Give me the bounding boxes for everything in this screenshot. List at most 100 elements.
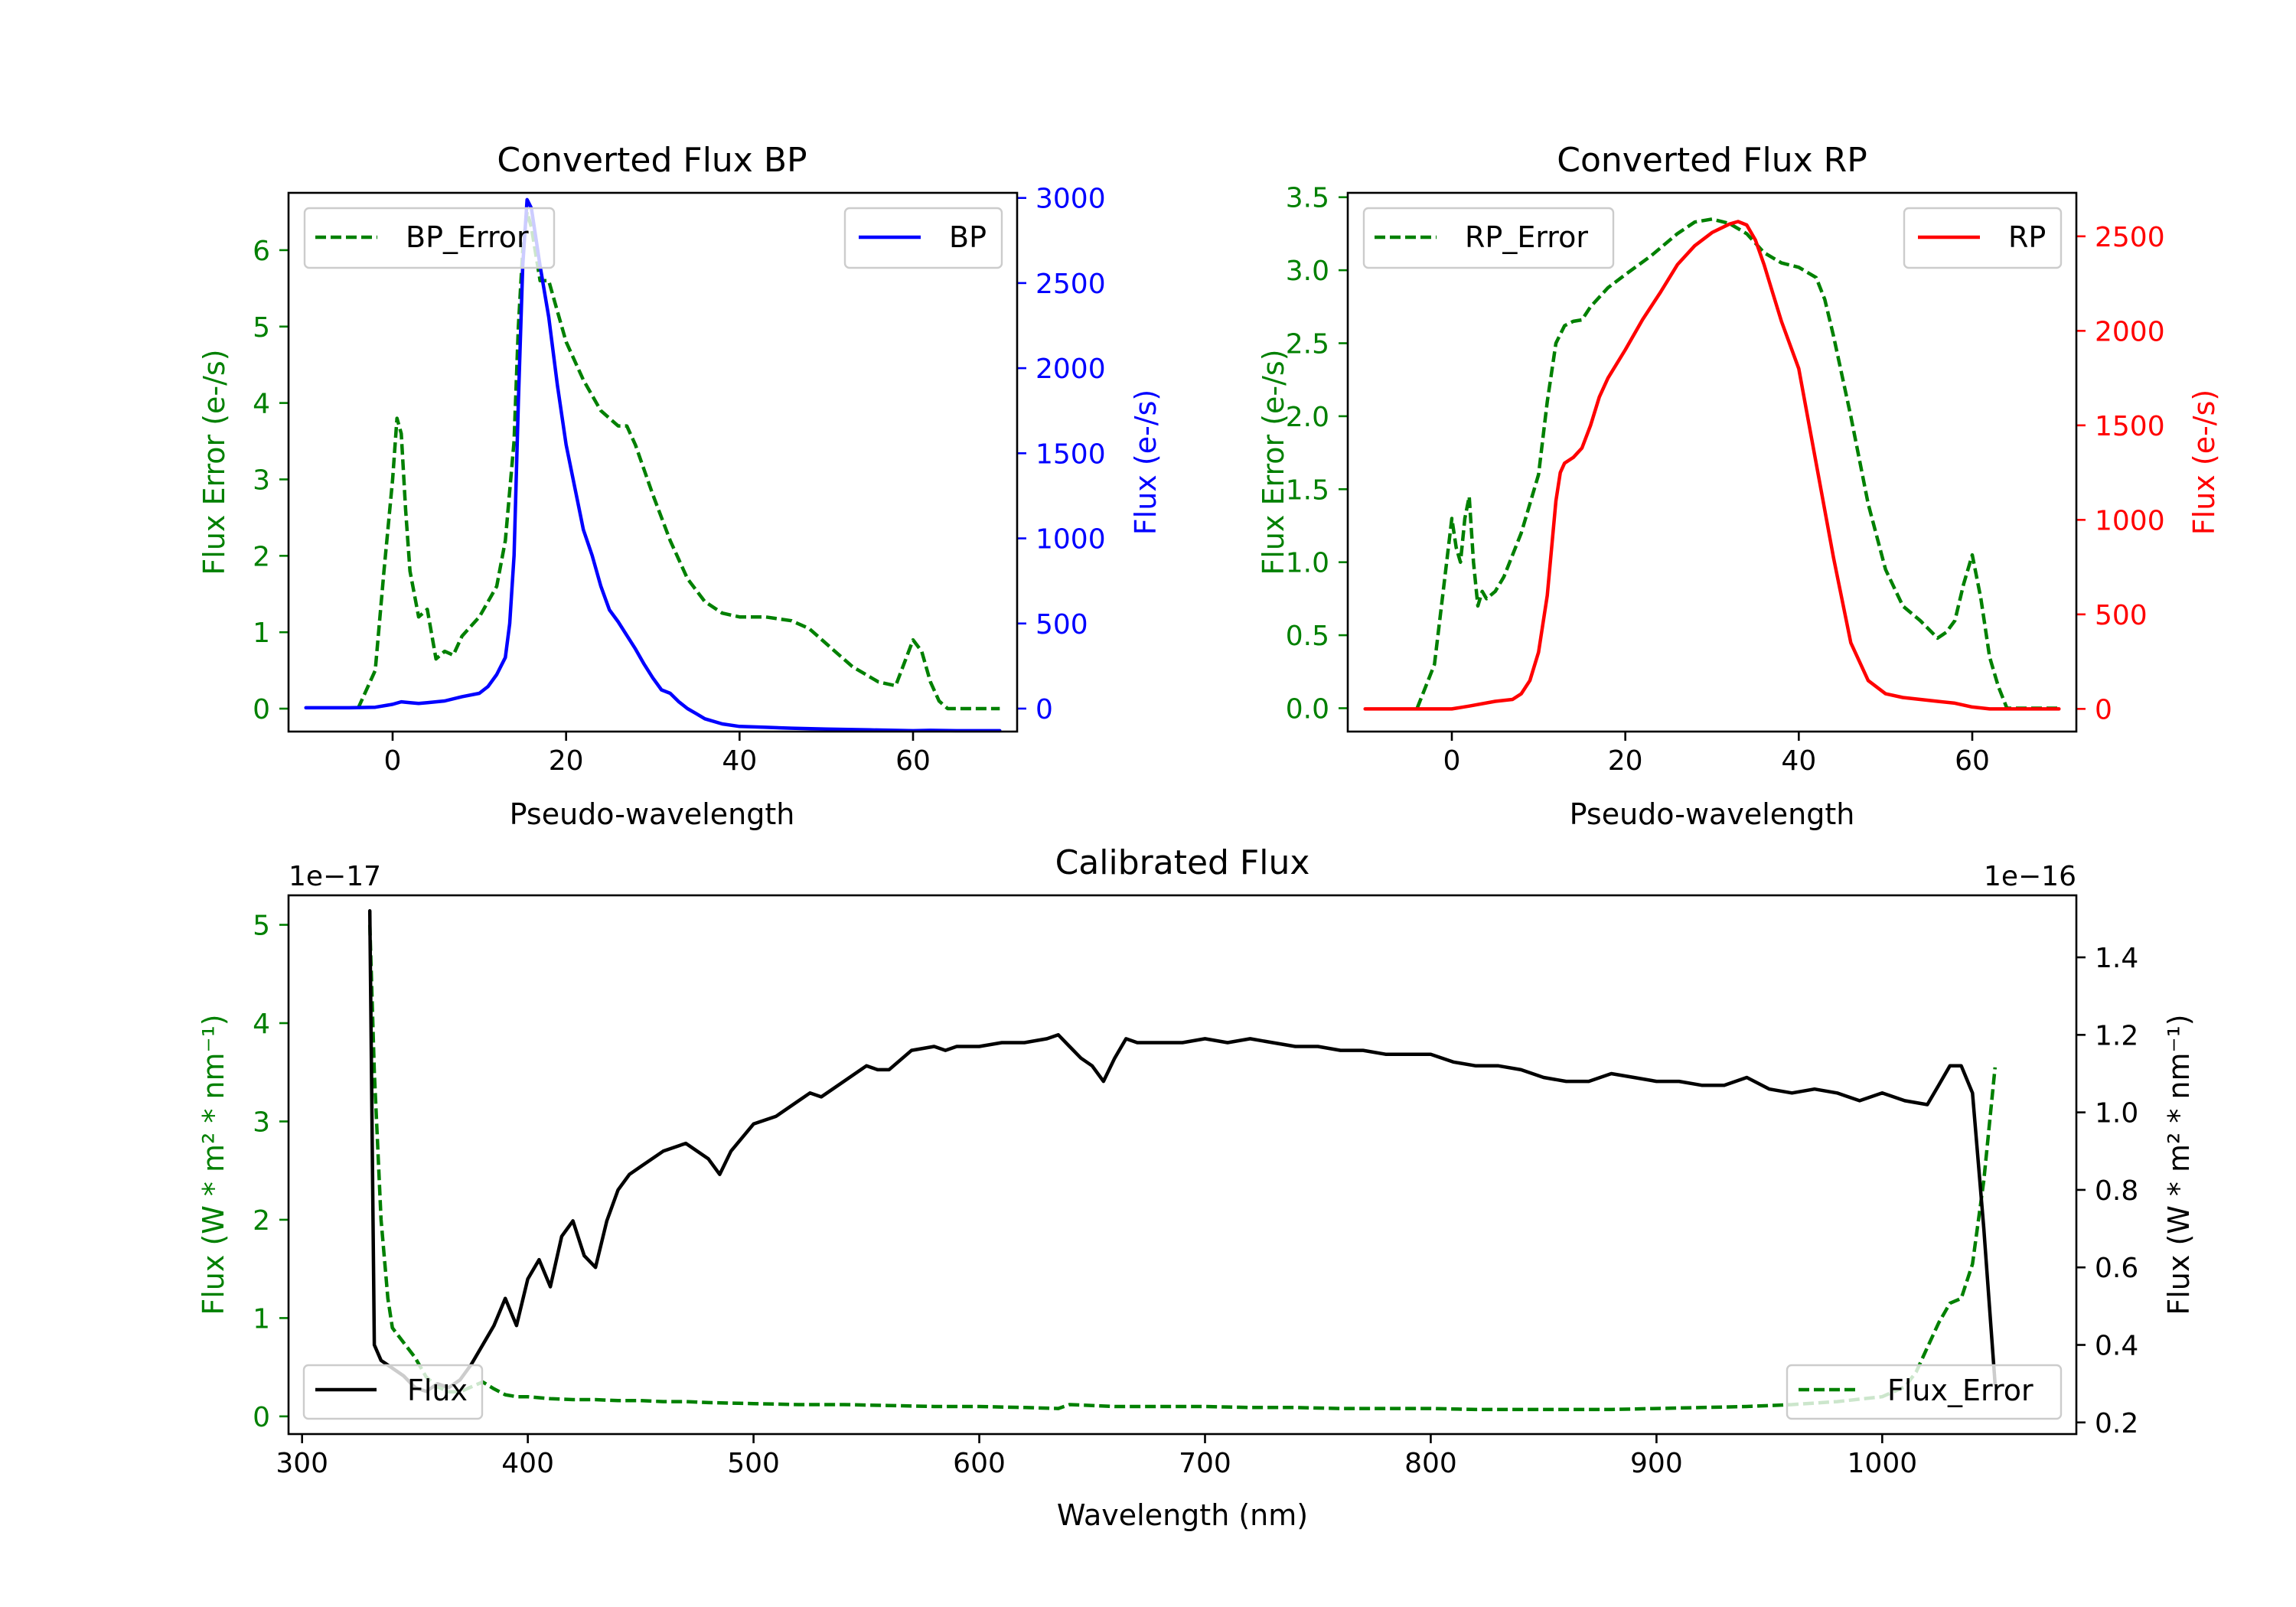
x-tick-label: 400 (501, 1448, 554, 1479)
y-right-tick-label: 1.0 (2095, 1098, 2138, 1129)
y-left-tick-label: 3 (253, 1107, 270, 1138)
bp-series-bp (304, 197, 1002, 733)
calibrated-legend-error: Flux_Error (1786, 1364, 2063, 1420)
calibrated-series-flux (367, 909, 1998, 1393)
bp-legend-flux: BP (843, 207, 1003, 269)
y-right-tick-label: 0.4 (2095, 1331, 2138, 1362)
bp-legend-flux-box (843, 207, 1003, 269)
x-tick-label: 20 (1608, 745, 1643, 777)
y-left-tick-label: 3.5 (1286, 183, 1329, 214)
x-tick-label: 800 (1404, 1448, 1457, 1479)
y-left-tick-label: 2 (253, 541, 270, 572)
y-left-tick-label: 2.5 (1286, 329, 1329, 360)
calibrated-legend-error-label: Flux_Error (1887, 1374, 2033, 1407)
calibrated-title: Calibrated Flux (1055, 843, 1310, 882)
rp-axes-frame (1346, 191, 2078, 733)
y-left-tick-label: 0 (253, 694, 270, 725)
bp-legend-error: BP_Error (303, 207, 556, 269)
y-right-tick-label: 500 (2095, 600, 2148, 631)
rp-xlabel: Pseudo-wavelength (1570, 797, 1855, 831)
y-right-tick-label: 0.8 (2095, 1175, 2138, 1207)
y-right-tick-label: 500 (1035, 609, 1088, 641)
bp-legend-error-box (303, 207, 556, 269)
rp-legend-flux-label: RP (2008, 220, 2046, 254)
rp-panel: Converted Flux RP 0 20 40 60 0.0 0.5 1.0 1.5 2.0… (1257, 141, 2221, 831)
y-left-tick-label: 2 (253, 1205, 270, 1237)
calibrated-ylabel-left: Flux (W * m² * nm⁻¹) (197, 1014, 230, 1315)
x-tick-label: 600 (953, 1448, 1006, 1479)
y-right-tick-label: 0.2 (2095, 1408, 2138, 1439)
y-left-tick-label: 4 (253, 389, 270, 420)
calibrated-axes-frame (287, 894, 2078, 1436)
y-right-tick-label: 0.6 (2095, 1253, 2138, 1284)
y-right-tick-label: 1.2 (2095, 1020, 2138, 1051)
y-right-tick-label: 2500 (2095, 222, 2165, 253)
bp-panel: Converted Flux BP 0 20 40 60012345605001000… (197, 141, 1163, 831)
x-tick-label: 900 (1630, 1448, 1683, 1479)
bp-series-bp-error (356, 210, 1000, 711)
x-tick-label: 20 (549, 745, 584, 777)
y-left-tick-label: 5 (253, 312, 270, 344)
y-right-tick-label: 2500 (1035, 269, 1106, 300)
y-right-tick-label: 1500 (2095, 411, 2165, 442)
rp-legend-flux-box (1903, 207, 2063, 269)
rp-plot-area (1363, 217, 2061, 711)
calibrated-offset-right: 1e−16 (1984, 861, 2076, 892)
bp-axes-frame (287, 191, 1019, 733)
x-tick-label: 300 (276, 1448, 328, 1479)
x-tick-label: 40 (722, 745, 757, 777)
x-tick-label: 60 (1955, 745, 1990, 777)
y-left-tick-label: 1 (253, 618, 270, 649)
rp-ylabel-right: Flux (e-/s) (2187, 390, 2221, 535)
y-left-tick-label: 4 (253, 1009, 270, 1040)
y-left-tick-label: 6 (253, 236, 270, 267)
y-right-tick-label: 3000 (1035, 184, 1106, 215)
bp-xlabel: Pseudo-wavelength (510, 797, 795, 831)
bp-title: Converted Flux BP (497, 141, 807, 180)
y-left-tick-label: 1.0 (1286, 548, 1329, 579)
bp-plot-area (304, 197, 1002, 733)
rp-ylabel-left: Flux Error (e-/s) (1257, 349, 1290, 575)
rp-series-rp-error (1415, 217, 2060, 710)
y-right-tick-label: 2000 (1035, 354, 1106, 385)
x-tick-label: 0 (384, 745, 402, 777)
calibrated-legend-error-box (1786, 1364, 2063, 1420)
rp-legend-flux: RP (1903, 207, 2063, 269)
bp-legend-flux-label: BP (949, 220, 987, 254)
y-left-tick-label: 3 (253, 464, 270, 496)
y-right-tick-label: 0 (1035, 694, 1053, 725)
rp-title: Converted Flux RP (1557, 141, 1867, 180)
y-right-tick-label: 2000 (2095, 316, 2165, 347)
x-tick-label: 700 (1179, 1448, 1231, 1479)
y-left-tick-label: 3.0 (1286, 256, 1329, 287)
calibrated-panel: Calibrated Flux 300 400 500 600 700 800 900 1 0 0… (197, 843, 2196, 1532)
x-tick-label: 0 (1443, 745, 1461, 777)
calibrated-legend-flux-label: Flux (407, 1374, 468, 1407)
rp-series-rp (1363, 220, 2061, 711)
rp-legend-error-box (1362, 207, 1615, 269)
y-left-tick-label: 1 (253, 1303, 270, 1335)
calibrated-legend-flux-box (302, 1364, 484, 1420)
y-right-tick-label: 1500 (1035, 438, 1106, 470)
y-left-tick-label: 2.0 (1286, 402, 1329, 433)
rp-legend-error-label: RP_Error (1465, 220, 1588, 254)
x-tick-label: 500 (727, 1448, 780, 1479)
y-left-tick-label: 0 (253, 1402, 270, 1433)
bp-ylabel-left: Flux Error (e-/s) (197, 349, 231, 575)
bp-legend-error-label: BP_Error (406, 220, 529, 254)
y-left-tick-label: 0.0 (1286, 693, 1329, 725)
bp-ylabel-right: Flux (e-/s) (1129, 390, 1163, 535)
y-right-tick-label: 1.4 (2095, 943, 2138, 974)
calibrated-offset-left: 1e−17 (289, 861, 381, 892)
y-left-tick-label: 5 (253, 911, 270, 942)
calibrated-plot-area (367, 909, 1998, 1412)
y-right-tick-label: 1000 (1035, 524, 1106, 556)
calibrated-xlabel: Wavelength (nm) (1057, 1498, 1308, 1532)
calibrated-series-flux-error (367, 924, 1998, 1412)
calibrated-ylabel-right: Flux (W * m² * nm⁻¹) (2162, 1014, 2196, 1315)
calibrated-ticks: 300 400 500 600 700 800 900 1000 0 1 2 3 4 5 0.2 0.4 0.6… (253, 911, 2138, 1479)
calibrated-legend-flux: Flux (302, 1364, 484, 1420)
y-right-tick-label: 0 (2095, 694, 2112, 725)
